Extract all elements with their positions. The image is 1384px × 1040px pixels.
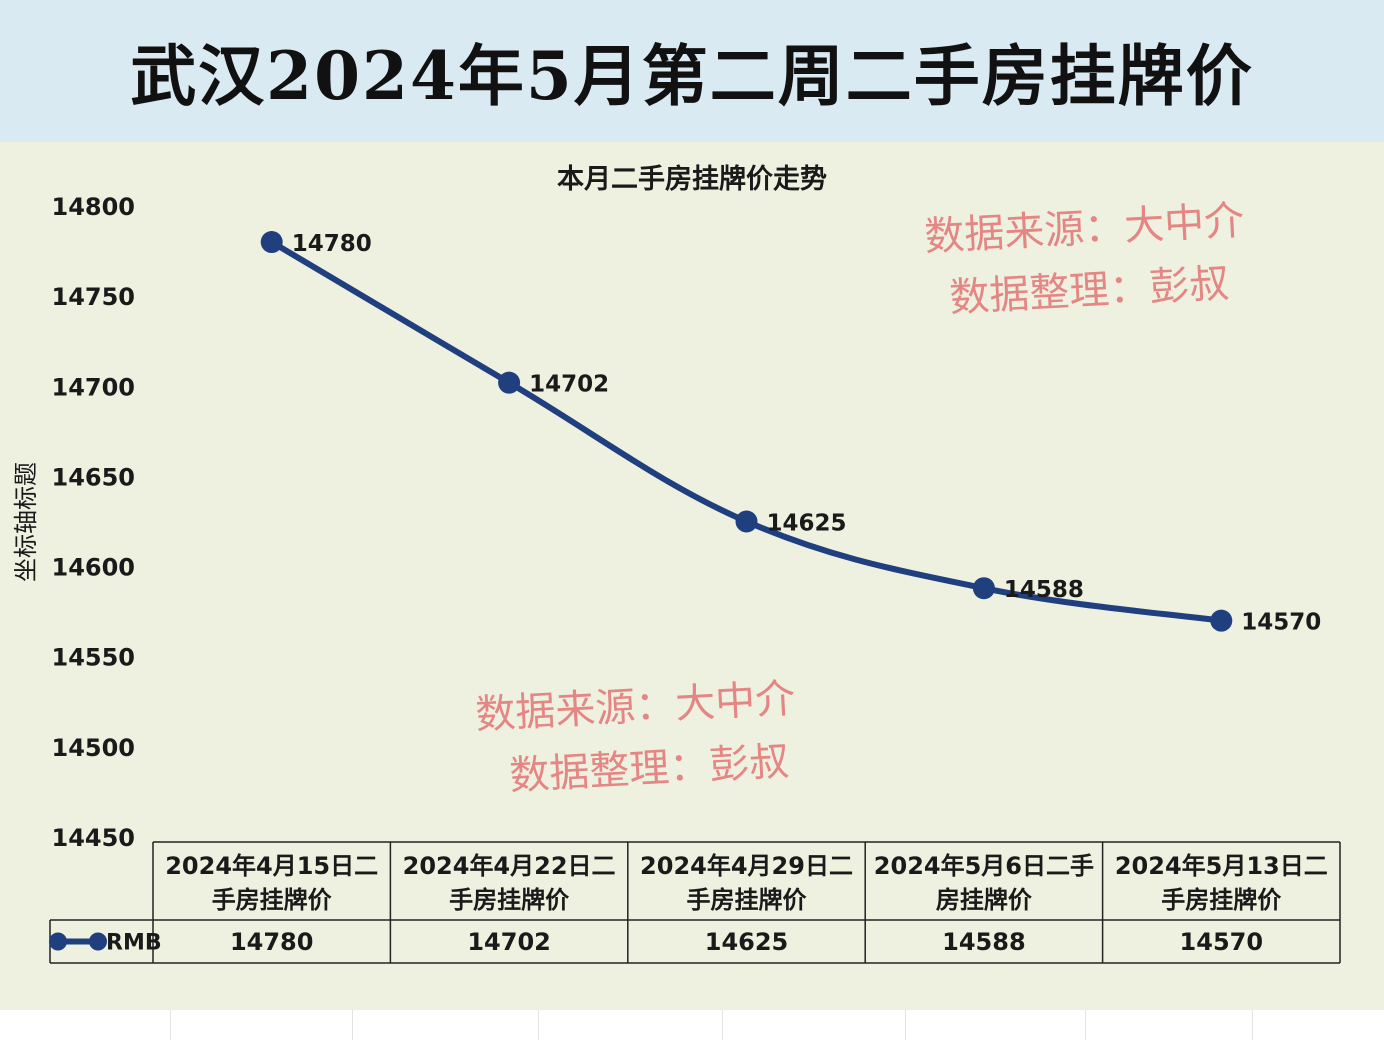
y-axis-ticks: 14800 14750 14700 14650 14600 14550 14500 14450 [52, 193, 136, 852]
grid-line [538, 1010, 539, 1040]
table-value: 14570 [1180, 928, 1264, 956]
y-tick-label: 14450 [52, 824, 136, 852]
chart-area: 本月二手房挂牌价走势 坐标轴标题 14800 14750 14700 14650 146… [0, 142, 1384, 1010]
table-value: 14702 [467, 928, 551, 956]
x-category-label: 房挂牌价 [936, 886, 1033, 914]
data-point [260, 231, 283, 254]
data-point [735, 510, 758, 533]
grid-line [352, 1010, 353, 1040]
x-category-label: 2024年5月6日二手 [874, 852, 1094, 880]
x-category-label: 2024年4月15日二 [165, 852, 378, 880]
y-tick-label: 14750 [52, 283, 136, 311]
data-label: 14702 [529, 372, 609, 398]
x-category-label: 手房挂牌价 [687, 886, 808, 914]
page-title: 武汉2024年5月第二周二手房挂牌价 [130, 37, 1254, 115]
y-tick-label: 14600 [52, 554, 136, 582]
data-point [972, 577, 995, 600]
y-tick-label: 14700 [52, 373, 136, 401]
table-value: 14625 [705, 928, 789, 956]
legend-marker [49, 932, 67, 951]
grid-line [170, 1010, 171, 1040]
y-tick-label: 14800 [52, 193, 136, 221]
y-tick-label: 14500 [52, 734, 136, 762]
data-label: 14588 [1004, 577, 1084, 603]
grid-line [722, 1010, 723, 1040]
watermark-source: 数据来源：大中介 [474, 676, 796, 739]
legend-marker [89, 932, 107, 951]
watermark-source: 数据来源：大中介 [923, 198, 1245, 261]
x-category-label: 手房挂牌价 [212, 886, 333, 914]
x-category-label: 2024年4月22日二 [403, 852, 616, 880]
grid-line [1085, 1010, 1086, 1040]
table-value: 14588 [942, 928, 1026, 956]
data-label: 14625 [767, 511, 847, 537]
chart-title: 本月二手房挂牌价走势 [557, 164, 827, 195]
x-category-label: 手房挂牌价 [449, 886, 570, 914]
data-label: 14570 [1241, 610, 1321, 636]
data-point [498, 371, 521, 394]
title-banner: 武汉2024年5月第二周二手房挂牌价 [0, 0, 1384, 142]
table-value: 14780 [230, 928, 314, 956]
data-label: 14780 [292, 231, 372, 257]
legend-label: RMB [106, 931, 162, 956]
watermark-author: 数据整理：彭叔 [508, 739, 790, 800]
x-category-label: 2024年5月13日二 [1115, 852, 1328, 880]
x-category-label: 2024年4月29日二 [640, 852, 853, 880]
line-chart: 本月二手房挂牌价走势 坐标轴标题 14800 14750 14700 14650 146… [12, 164, 1341, 964]
grid-line [1252, 1010, 1253, 1040]
y-tick-label: 14650 [52, 463, 136, 491]
y-tick-label: 14550 [52, 644, 136, 672]
series-layer: 14780 14702 14625 14588 14570 [260, 231, 1321, 636]
grid-line [905, 1010, 906, 1040]
y-axis-title: 坐标轴标题 [12, 462, 40, 582]
data-point [1210, 609, 1233, 632]
data-table: 2024年4月15日二手房挂牌价2024年4月22日二手房挂牌价2024年4月2… [49, 841, 1341, 964]
watermark-author: 数据整理：彭叔 [948, 261, 1230, 322]
x-category-label: 手房挂牌价 [1161, 886, 1282, 914]
sheet-bottom-strip [0, 1010, 1384, 1040]
